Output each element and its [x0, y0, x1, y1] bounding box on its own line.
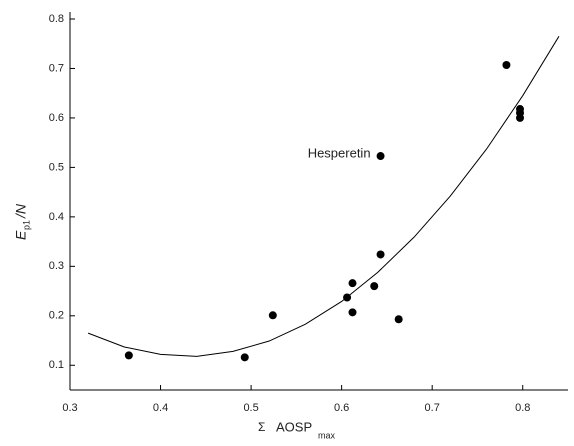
y-label-main: E — [13, 230, 29, 240]
x-tick-label: 0.7 — [425, 402, 440, 414]
point — [376, 152, 385, 161]
point — [343, 293, 352, 302]
y-tick-label: 0.8 — [49, 13, 64, 25]
x-tick-label: 0.6 — [334, 402, 349, 414]
point — [348, 308, 357, 317]
x-tick-label: 0.8 — [515, 402, 530, 414]
point — [502, 61, 511, 70]
y-tick-label: 0.4 — [49, 211, 64, 223]
y-label-suffix: /N — [13, 203, 29, 219]
y-tick-label: 0.3 — [49, 260, 64, 272]
point — [240, 353, 249, 362]
y-label: E p1 /N — [13, 203, 32, 240]
y-label-subscript: p1 — [21, 220, 31, 230]
x-tick-label: 0.3 — [62, 402, 77, 414]
point — [394, 315, 403, 324]
annotation: Hesperetin — [308, 145, 371, 160]
fit-curve — [87, 36, 560, 357]
point — [124, 351, 133, 360]
point — [348, 279, 357, 288]
x-label: AOSP — [276, 419, 312, 434]
y-tick-label: 0.5 — [49, 161, 64, 173]
x-label-subscript: max — [318, 430, 336, 440]
point — [516, 113, 525, 122]
y-tick-label: 0.1 — [49, 359, 64, 371]
x-tick-label: 0.4 — [153, 402, 168, 414]
point — [370, 282, 379, 291]
y-tick-label: 0.2 — [49, 310, 64, 322]
x-label-symbol: Σ — [258, 420, 265, 434]
point — [376, 250, 385, 259]
point — [268, 311, 277, 320]
y-tick-label: 0.6 — [49, 112, 64, 124]
x-tick-label: 0.5 — [243, 402, 258, 414]
y-tick-label: 0.7 — [49, 62, 64, 74]
